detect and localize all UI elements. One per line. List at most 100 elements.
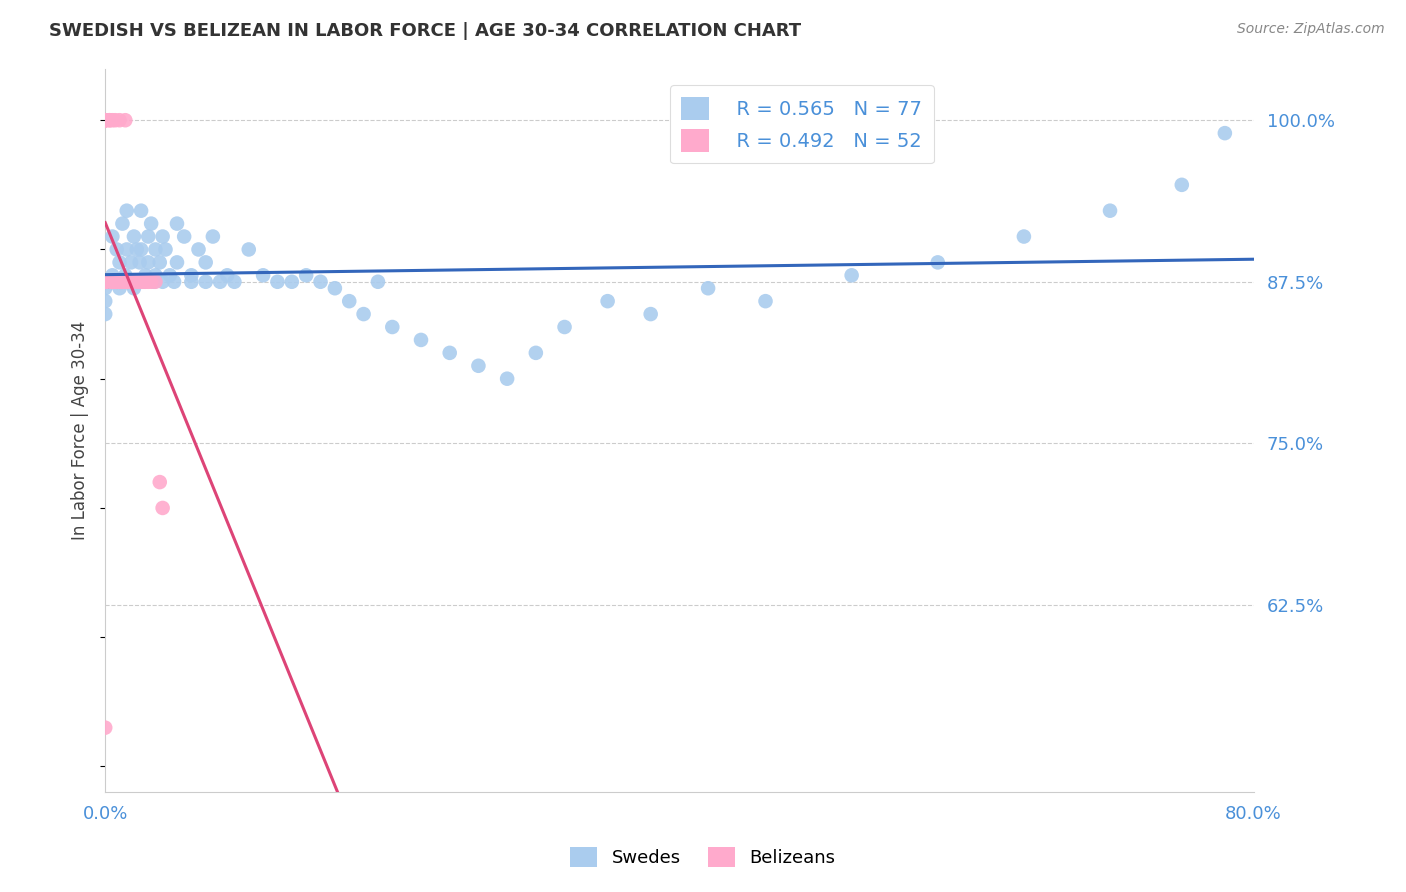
- Point: [323, 281, 346, 295]
- Point: [136, 275, 159, 289]
- Point: [94, 275, 117, 289]
- Point: [122, 229, 145, 244]
- Point: [94, 307, 117, 321]
- Point: [841, 268, 863, 283]
- Point: [94, 113, 117, 128]
- Point: [94, 275, 117, 289]
- Point: [136, 255, 159, 269]
- Point: [94, 294, 117, 309]
- Point: [94, 113, 117, 128]
- Point: [104, 275, 127, 289]
- Point: [94, 113, 117, 128]
- Point: [104, 113, 127, 128]
- Point: [149, 255, 172, 269]
- Point: [94, 275, 117, 289]
- Point: [238, 243, 260, 257]
- Point: [145, 268, 167, 283]
- Point: [145, 243, 167, 257]
- Point: [108, 281, 131, 295]
- Point: [105, 275, 128, 289]
- Point: [120, 275, 142, 289]
- Point: [117, 275, 139, 289]
- Point: [98, 113, 121, 128]
- Point: [159, 268, 181, 283]
- Point: [640, 307, 662, 321]
- Point: [353, 307, 375, 321]
- Point: [194, 275, 217, 289]
- Point: [381, 320, 404, 334]
- Point: [467, 359, 489, 373]
- Point: [122, 275, 145, 289]
- Point: [367, 275, 389, 289]
- Point: [1098, 203, 1121, 218]
- Point: [166, 255, 188, 269]
- Point: [94, 275, 117, 289]
- Point: [1171, 178, 1194, 192]
- Y-axis label: In Labor Force | Age 30-34: In Labor Force | Age 30-34: [72, 321, 89, 540]
- Point: [131, 275, 153, 289]
- Point: [134, 275, 156, 289]
- Point: [101, 275, 124, 289]
- Point: [94, 275, 117, 289]
- Point: [224, 275, 246, 289]
- Legend: Swedes, Belizeans: Swedes, Belizeans: [564, 839, 842, 874]
- Point: [117, 275, 139, 289]
- Point: [120, 255, 142, 269]
- Point: [134, 268, 156, 283]
- Point: [143, 275, 166, 289]
- Point: [152, 275, 174, 289]
- Point: [101, 113, 124, 128]
- Point: [309, 275, 332, 289]
- Point: [252, 268, 274, 283]
- Point: [295, 268, 318, 283]
- Point: [114, 113, 136, 128]
- Point: [524, 346, 547, 360]
- Point: [114, 268, 136, 283]
- Point: [94, 275, 117, 289]
- Point: [120, 275, 142, 289]
- Point: [409, 333, 432, 347]
- Point: [111, 275, 134, 289]
- Point: [281, 275, 304, 289]
- Point: [201, 229, 224, 244]
- Point: [697, 281, 720, 295]
- Point: [217, 268, 239, 283]
- Point: [1213, 126, 1236, 140]
- Text: SWEDISH VS BELIZEAN IN LABOR FORCE | AGE 30-34 CORRELATION CHART: SWEDISH VS BELIZEAN IN LABOR FORCE | AGE…: [49, 22, 801, 40]
- Point: [101, 229, 124, 244]
- Point: [108, 275, 131, 289]
- Point: [152, 229, 174, 244]
- Point: [496, 372, 519, 386]
- Point: [1012, 229, 1035, 244]
- Point: [101, 275, 124, 289]
- Point: [94, 113, 117, 128]
- Point: [108, 255, 131, 269]
- Text: Source: ZipAtlas.com: Source: ZipAtlas.com: [1237, 22, 1385, 37]
- Point: [122, 281, 145, 295]
- Point: [129, 243, 152, 257]
- Point: [136, 229, 159, 244]
- Point: [187, 243, 209, 257]
- Point: [439, 346, 461, 360]
- Point: [337, 294, 360, 309]
- Point: [115, 275, 138, 289]
- Point: [173, 229, 195, 244]
- Point: [927, 255, 949, 269]
- Point: [108, 275, 131, 289]
- Point: [94, 281, 117, 295]
- Point: [117, 275, 139, 289]
- Point: [98, 113, 121, 128]
- Point: [115, 203, 138, 218]
- Point: [111, 217, 134, 231]
- Point: [115, 275, 138, 289]
- Point: [94, 113, 117, 128]
- Point: [209, 275, 232, 289]
- Point: [266, 275, 288, 289]
- Point: [194, 255, 217, 269]
- Point: [105, 275, 128, 289]
- Point: [128, 275, 150, 289]
- Point: [152, 500, 174, 515]
- Point: [155, 243, 177, 257]
- Point: [108, 275, 131, 289]
- Point: [166, 217, 188, 231]
